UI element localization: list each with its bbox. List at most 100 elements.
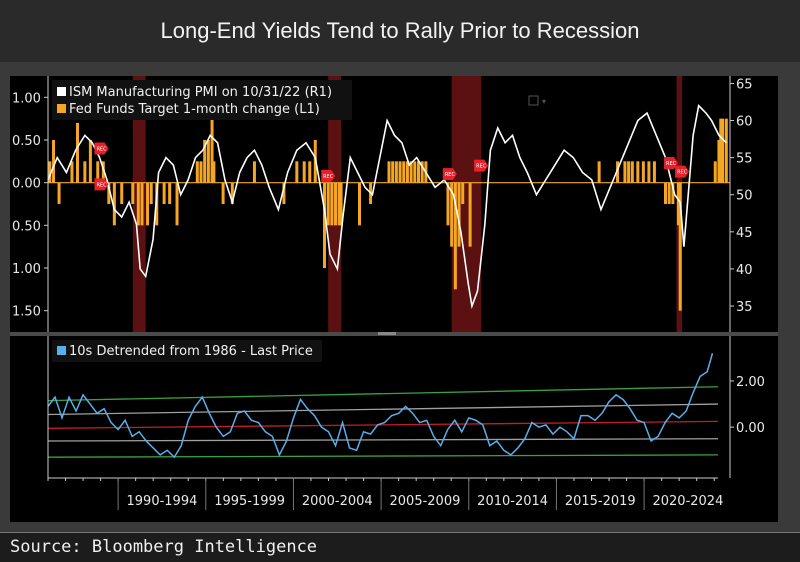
fed-bar: [713, 161, 717, 183]
chart-options-icon[interactable]: [528, 95, 539, 106]
fed-bar: [416, 161, 420, 183]
fed-bar: [457, 182, 461, 247]
recession-marker-label: REC: [323, 174, 334, 180]
recession-marker-icon: [664, 157, 679, 170]
chart-frame: REC REC REC REC REC REC REC 1.00 0.50 0.00 0.50 1.0…: [0, 62, 800, 532]
bottom-chart: 2.00 0.00 1990-1994 1995-1999 2000-2004 2005-…: [47, 336, 765, 510]
fed-bar: [57, 182, 61, 204]
fed-bar: [195, 161, 199, 183]
recession-marker-icon: [321, 169, 336, 182]
fed-bar: [52, 140, 56, 183]
fed-bar: [295, 161, 299, 183]
panel-resize-handle[interactable]: [378, 332, 396, 335]
x-tick-label: 1990-1994: [127, 494, 198, 509]
x-tick-label: 2005-2009: [390, 494, 461, 509]
fed-bar: [597, 161, 601, 183]
right-axis-tick-label: 45: [736, 226, 753, 241]
chevron-down-icon[interactable]: ▾: [542, 97, 546, 106]
top-legend-box: [52, 80, 352, 120]
fed-bar: [652, 161, 656, 183]
right-axis-tick-label: 60: [736, 115, 753, 130]
fed-bar: [326, 182, 330, 226]
recession-marker-icon: [474, 159, 489, 172]
fed-bar: [175, 182, 179, 226]
fed-bar: [96, 161, 100, 183]
fed-bar: [168, 182, 172, 204]
chart-title: Long-End Yields Tend to Rally Prior to R…: [0, 0, 800, 62]
fed-bar: [394, 161, 398, 183]
fed-bar: [719, 118, 723, 183]
fed-bar: [339, 182, 343, 226]
band-lower_green: [47, 454, 719, 458]
recession-marker-label: REC: [677, 170, 688, 176]
fed-bar: [641, 161, 645, 183]
legend-swatch-tens: [57, 346, 66, 355]
recession-marker-label: REC: [96, 182, 107, 188]
bottom-legend-box: [52, 340, 322, 362]
fed-bar: [678, 182, 682, 311]
fed-bar: [663, 182, 667, 204]
fed-bar: [671, 182, 675, 204]
fed-bar: [676, 182, 680, 226]
fed-bar: [210, 118, 214, 183]
left-axis-tick-label: 1.00: [12, 91, 41, 106]
fed-bar: [221, 182, 225, 204]
bottom-panel-background: [10, 336, 778, 522]
fed-bar: [387, 161, 391, 183]
fed-bar: [112, 182, 116, 226]
fed-bar: [70, 161, 74, 183]
fed-bar: [413, 161, 417, 183]
fed-bar: [402, 161, 406, 183]
fed-bar: [630, 161, 634, 183]
band-lower_grey: [47, 438, 719, 442]
fed-bar: [405, 161, 409, 183]
fed-bar: [724, 118, 728, 183]
recession-marker-label: REC: [96, 147, 107, 153]
left-axis-tick-label: 0.00: [12, 177, 41, 192]
fed-bar: [446, 182, 450, 226]
right-axis-tick-label: 65: [736, 77, 753, 92]
right-axis-tick-label: 35: [736, 300, 753, 315]
fed-bar: [120, 182, 124, 204]
fed-bar: [636, 161, 640, 183]
fed-bar: [337, 182, 341, 226]
fed-bar: [623, 161, 627, 183]
fed-bar: [282, 182, 286, 204]
band-mean: [47, 420, 719, 429]
fed-bar: [252, 161, 256, 183]
x-tick-label: 2015-2019: [565, 494, 636, 509]
fed-bar: [616, 161, 620, 183]
fed-bar: [717, 140, 721, 183]
fed-bar: [627, 161, 631, 183]
left-axis-tick-label: 1.00: [12, 262, 41, 277]
fed-bar: [48, 161, 52, 183]
fed-bar: [212, 161, 216, 183]
x-tick-label: 1995-1999: [214, 494, 285, 509]
recession-marker-label: REC: [445, 172, 456, 178]
right-axis-tick-label: 40: [736, 263, 753, 278]
fed-bar: [203, 140, 207, 183]
x-tick-label: 2000-2004: [302, 494, 373, 509]
fed-bar: [409, 161, 413, 183]
recession-marker-label: REC: [476, 164, 487, 170]
fed-bar: [101, 161, 105, 183]
recession-marker-icon: [94, 142, 109, 155]
source-caption: Source: Bloomberg Intelligence: [0, 532, 800, 562]
fed-bar: [334, 182, 338, 226]
recession-marker-icon: [94, 178, 109, 191]
fed-bar: [461, 182, 465, 204]
fed-bar: [88, 140, 92, 183]
band-upper_green: [47, 386, 719, 402]
fed-bar: [199, 161, 203, 183]
fed-bar: [358, 182, 362, 226]
bottom-right-tick-label: 0.00: [736, 421, 765, 436]
fed-bar: [131, 182, 135, 204]
fed-bar: [322, 182, 326, 268]
recession-marker-icon: [675, 165, 690, 178]
left-axis-tick-label: 0.50: [12, 134, 41, 149]
fed-bar: [136, 182, 140, 226]
fed-bar: [398, 161, 402, 183]
right-axis-tick-label: 50: [736, 189, 753, 204]
